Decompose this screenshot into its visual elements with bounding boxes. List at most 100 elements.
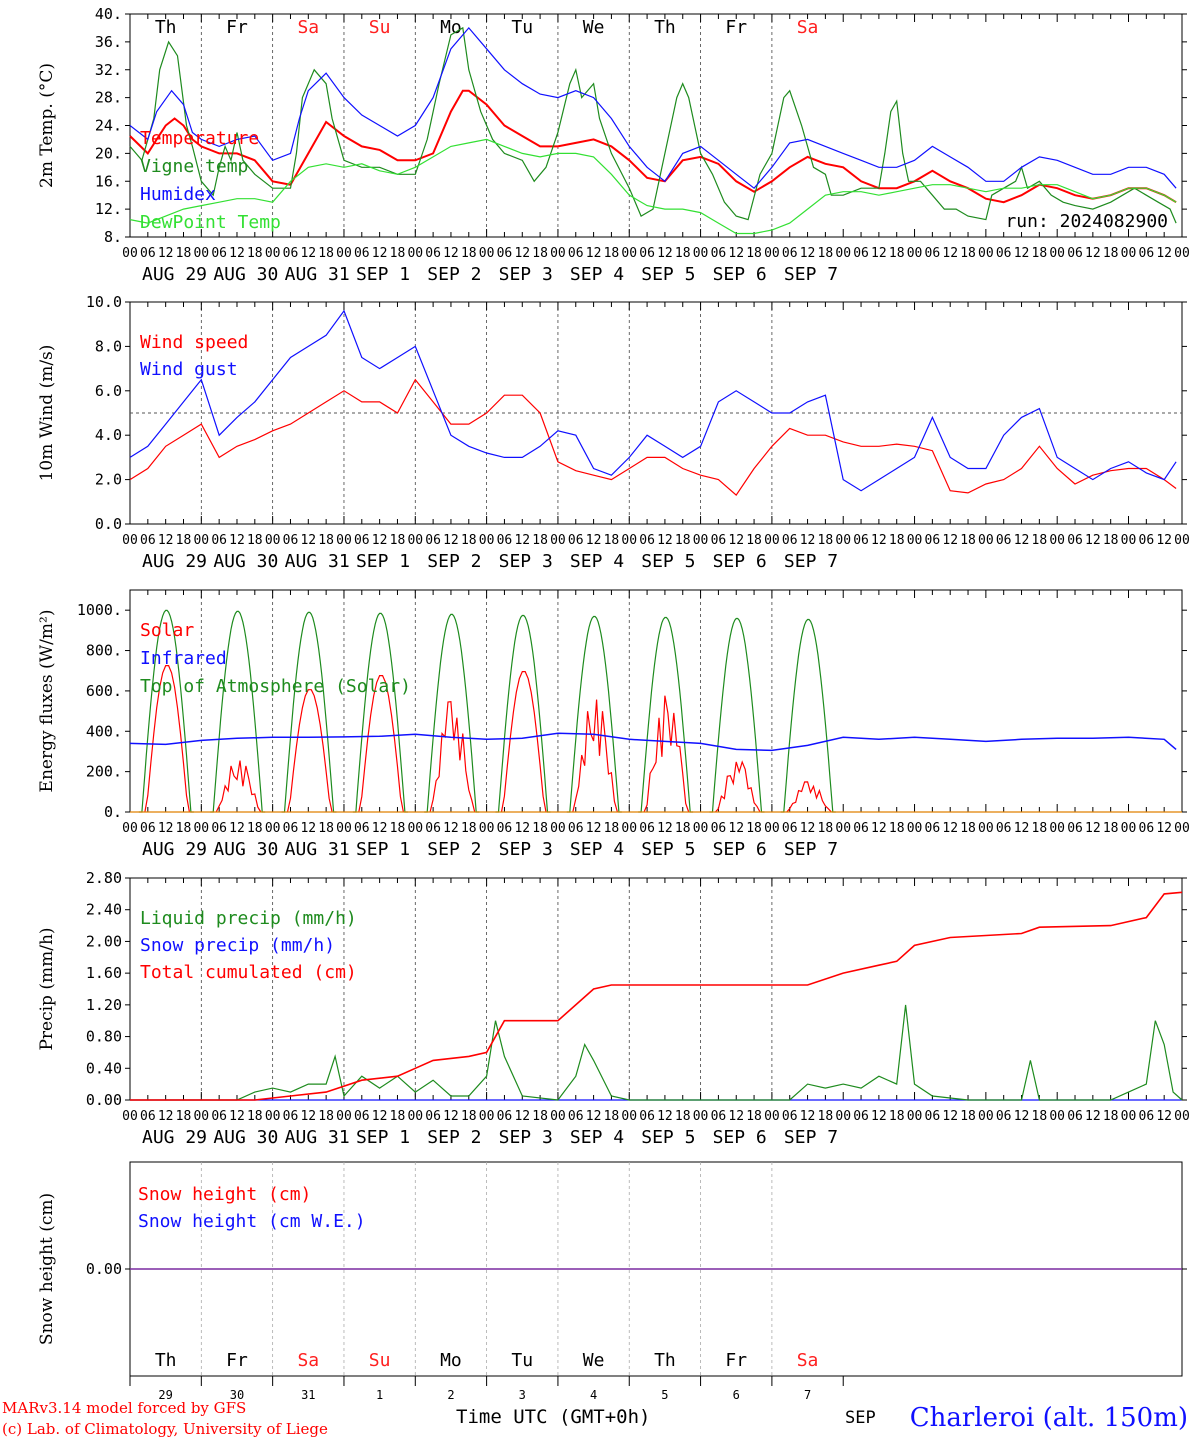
- lab-credit: (c) Lab. of Climatology, University of L…: [2, 1420, 328, 1438]
- y-tick-label: 1.20: [86, 996, 122, 1014]
- hour-tick-label: 00: [978, 533, 994, 548]
- hour-tick-label: 00: [193, 246, 209, 261]
- day-number: 1: [376, 1388, 383, 1402]
- hour-tick-label: 06: [711, 246, 727, 261]
- hour-tick-label: 18: [532, 246, 548, 261]
- hour-tick-label: 12: [1085, 821, 1101, 836]
- date-label: SEP 3: [499, 551, 553, 572]
- hour-tick-label: 06: [497, 533, 513, 548]
- hour-tick-label: 06: [283, 1109, 299, 1124]
- series-line-liquid-precip: [130, 1004, 1183, 1101]
- panel-3: 0. 200. 400. 600. 800. 1000. Energy fluxes (W/…: [37, 589, 1190, 860]
- hour-tick-label: 12: [1156, 246, 1172, 261]
- legend-entry: Wind speed: [140, 332, 248, 353]
- hour-tick-label: 18: [532, 533, 548, 548]
- series-line-humidex: [129, 26, 1177, 190]
- y-tick-label: 28.: [95, 89, 122, 107]
- toa-solar-arch: [281, 611, 337, 813]
- toa-solar-arch: [138, 609, 194, 813]
- hour-tick-label: 18: [1032, 246, 1048, 261]
- hour-tick-label: 12: [871, 1109, 887, 1124]
- hour-tick-label: 12: [586, 533, 602, 548]
- y-tick-label: 2.00: [86, 932, 122, 950]
- hour-tick-label: 06: [568, 246, 584, 261]
- y-tick-label: 0.80: [86, 1028, 122, 1046]
- hour-tick-label: 12: [229, 533, 245, 548]
- hour-tick-label: 06: [1139, 1109, 1155, 1124]
- hour-tick-label: 18: [960, 1109, 976, 1124]
- solar-day-curve: [643, 695, 690, 813]
- hour-tick-label: 12: [514, 533, 530, 548]
- weekday-label-bottom: Fr: [725, 1350, 747, 1371]
- hour-tick-label: 06: [211, 246, 227, 261]
- hour-tick-label: 00: [907, 821, 923, 836]
- toa-solar-arch: [424, 613, 480, 813]
- hour-tick-label: 18: [247, 246, 263, 261]
- date-label: AUG 29: [142, 551, 207, 572]
- hour-tick-label: 00: [764, 1109, 780, 1124]
- hour-tick-label: 06: [1139, 246, 1155, 261]
- y-tick-label: 0.00: [86, 1091, 122, 1109]
- legend-entry: Snow precip (mm/h): [140, 935, 335, 956]
- hour-tick-label: 12: [657, 533, 673, 548]
- day-number: 30: [230, 1388, 244, 1402]
- weekday-label-bottom: Su: [369, 1350, 391, 1371]
- hour-tick-label: 00: [764, 246, 780, 261]
- weekday-label-bottom: Sa: [797, 1350, 819, 1371]
- hour-tick-label: 18: [818, 1109, 834, 1124]
- series-line-total-cumulated: [130, 891, 1183, 1101]
- hour-tick-label: 06: [853, 246, 869, 261]
- hour-tick-label: 00: [978, 246, 994, 261]
- hour-tick-label: 12: [229, 246, 245, 261]
- date-label: AUG 31: [285, 839, 350, 860]
- hour-tick-label: 18: [675, 1109, 691, 1124]
- date-label: SEP 5: [641, 264, 695, 285]
- hour-tick-label: 00: [122, 246, 138, 261]
- hour-tick-label: 00: [764, 821, 780, 836]
- hour-tick-label: 18: [247, 1109, 263, 1124]
- hour-tick-label: 12: [229, 1109, 245, 1124]
- hour-tick-label: 00: [978, 821, 994, 836]
- hour-tick-label: 06: [639, 533, 655, 548]
- y-tick-label: 1000.: [77, 601, 122, 619]
- hour-tick-label: 06: [925, 246, 941, 261]
- y-axis-label: Snow height (cm): [37, 1193, 57, 1345]
- day-number: 5: [661, 1388, 668, 1402]
- hour-tick-label: 12: [443, 533, 459, 548]
- date-label: SEP 1: [356, 551, 410, 572]
- hour-tick-label: 18: [1103, 1109, 1119, 1124]
- weekday-label-bottom: Mo: [440, 1350, 462, 1371]
- y-tick-label: 400.: [86, 722, 122, 740]
- hour-tick-label: 00: [1121, 246, 1137, 261]
- legend-entry: DewPoint Temp: [140, 212, 281, 233]
- hour-tick-label: 06: [782, 821, 798, 836]
- solar-day-curve: [286, 689, 333, 813]
- hour-tick-label: 12: [800, 246, 816, 261]
- legend-entry: Vigne temp: [140, 156, 248, 177]
- series-line-vigne-temp: [129, 26, 1177, 224]
- hour-tick-label: 12: [158, 246, 174, 261]
- series-line-wind-speed: [129, 378, 1177, 496]
- hour-tick-label: 18: [675, 533, 691, 548]
- hour-tick-label: 06: [283, 533, 299, 548]
- hour-tick-label: 06: [996, 533, 1012, 548]
- y-tick-label: 6.0: [95, 382, 122, 400]
- hour-tick-label: 18: [532, 821, 548, 836]
- date-label: SEP 1: [356, 1127, 410, 1148]
- hour-tick-label: 18: [390, 1109, 406, 1124]
- hour-tick-label: 00: [122, 1109, 138, 1124]
- legend-entry: Temperature: [140, 128, 259, 149]
- y-tick-label: 8.: [104, 228, 122, 246]
- hour-tick-label: 12: [586, 1109, 602, 1124]
- y-axis-label: 2m Temp. (°C): [37, 63, 57, 188]
- hour-tick-label: 06: [1067, 533, 1083, 548]
- y-tick-label: 36.: [95, 33, 122, 51]
- hour-tick-label: 12: [372, 533, 388, 548]
- hour-tick-label: 00: [621, 246, 637, 261]
- date-label: SEP 6: [713, 264, 767, 285]
- hour-tick-label: 00: [1049, 533, 1065, 548]
- hour-tick-label: 06: [782, 533, 798, 548]
- legend-entry: Snow height (cm): [138, 1184, 311, 1205]
- hour-tick-label: 00: [1174, 821, 1190, 836]
